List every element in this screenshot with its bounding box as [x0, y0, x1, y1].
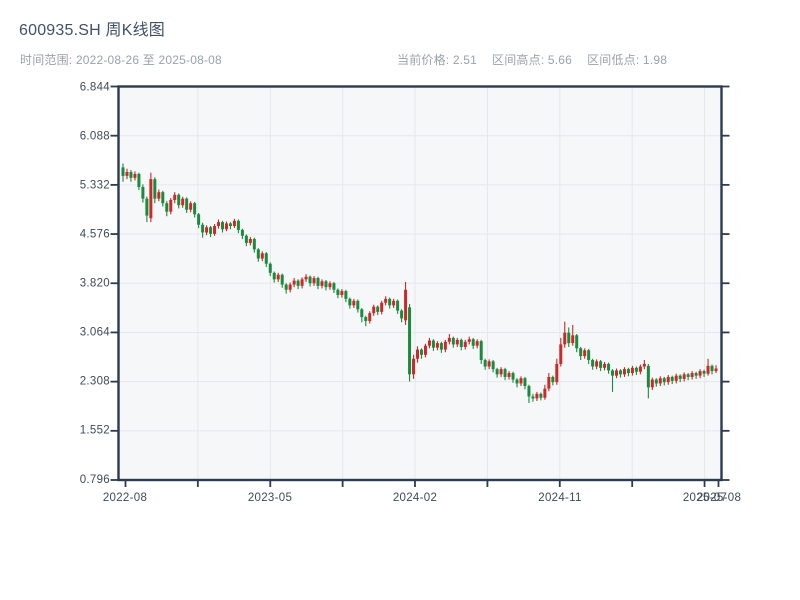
x-tick-label: 2025-08 — [697, 492, 741, 504]
vertical-gridlines — [197, 87, 706, 479]
horizontal-gridlines — [119, 135, 721, 432]
x-tick-label: 2023-05 — [248, 492, 292, 504]
axis-tick-marks — [110, 85, 730, 487]
y-tick-label: 6.844 — [80, 82, 111, 94]
x-tick-label: 2024-02 — [393, 492, 437, 504]
range-high-stat: 区间高点: 5.66 — [492, 53, 573, 67]
y-tick-label: 3.064 — [80, 327, 111, 339]
x-axis-labels: 2022-08 2023-05 2024-02 2024-11 2025-07 … — [103, 492, 741, 504]
x-tick-label: 2024-11 — [538, 492, 581, 504]
plot-frame — [117, 85, 723, 482]
y-tick-label: 5.332 — [80, 180, 110, 192]
price-stats: 当前价格: 2.51 区间高点: 5.66 区间低点: 1.98 — [397, 51, 667, 68]
current-price-stat: 当前价格: 2.51 — [397, 53, 478, 67]
page-title: 600935.SH 周K线图 — [19, 22, 165, 39]
date-range-label: 时间范围: 2022-08-26 至 2025-08-08 — [20, 53, 222, 67]
candlesticks — [121, 163, 718, 403]
x-tick-label: 2025-07 — [683, 492, 727, 504]
y-tick-label: 1.552 — [80, 425, 110, 437]
y-tick-label: 0.796 — [80, 474, 110, 486]
y-axis-labels: 6.844 6.088 5.332 4.576 3.820 3.064 2.30… — [80, 82, 111, 487]
range-low-stat: 区间低点: 1.98 — [587, 53, 668, 67]
y-tick-label: 3.820 — [80, 278, 110, 290]
y-tick-label: 2.308 — [80, 376, 110, 388]
y-tick-label: 6.088 — [80, 131, 110, 143]
x-tick-label: 2022-08 — [103, 492, 147, 504]
y-tick-label: 4.576 — [80, 229, 110, 241]
